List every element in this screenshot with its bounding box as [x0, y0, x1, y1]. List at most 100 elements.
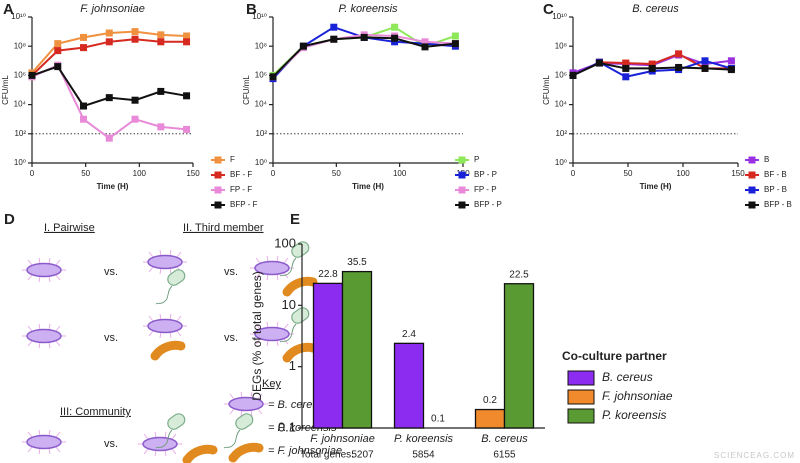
legend-marker	[458, 156, 466, 164]
y-tick-label: 100	[274, 235, 296, 250]
p-koreensis-icon	[155, 266, 188, 305]
y-tick-label: 10⁸	[255, 41, 267, 50]
data-point	[183, 38, 191, 46]
total-genes: 5207	[351, 450, 374, 461]
total-genes: 6155	[493, 450, 516, 461]
legend-marker	[748, 171, 756, 179]
legend-label: F. johnsoniae	[602, 389, 673, 403]
panel-label: B	[246, 1, 257, 18]
x-tick-label: F. johnsoniae	[310, 433, 375, 445]
legend-label: B. cereus	[602, 370, 653, 384]
bar	[341, 270, 373, 429]
data-point	[54, 40, 62, 48]
x-tick-label: 150	[731, 169, 745, 178]
y-axis-label: CFU/mL	[1, 75, 10, 105]
x-tick-label: 0	[271, 169, 276, 178]
data-point	[391, 23, 399, 31]
data-point	[622, 64, 630, 72]
x-tick-label: 0	[30, 169, 35, 178]
legend-label: F	[230, 155, 235, 164]
legend-label: BP - B	[764, 185, 787, 194]
y-tick-label: 10⁸	[14, 41, 26, 50]
legend-label: FP - F	[230, 185, 252, 194]
legend-marker	[458, 171, 466, 179]
data-point	[105, 29, 113, 37]
legend-label: P	[474, 155, 479, 164]
data-point	[183, 92, 191, 100]
total-genes: 5854	[412, 450, 435, 461]
value-label: 35.5	[347, 257, 367, 268]
legend-marker	[458, 186, 466, 194]
y-tick-label: 10¹⁰	[11, 12, 26, 21]
y-tick-label: 10⁸	[555, 41, 567, 50]
y-tick-label: 10⁴	[255, 100, 268, 109]
value-label: 0.2	[483, 395, 497, 406]
y-tick-label: 10	[282, 297, 296, 312]
f-johnsoniae-icon	[187, 449, 213, 460]
data-point	[727, 57, 735, 65]
data-point	[157, 38, 165, 46]
legend-marker	[214, 201, 222, 209]
data-point	[157, 123, 165, 131]
legend-marker	[214, 186, 222, 194]
f-johnsoniae-icon	[287, 347, 313, 358]
vs-label: vs.	[104, 438, 118, 450]
data-point	[131, 35, 139, 43]
totals-label: Total genes:	[300, 450, 354, 461]
b-cereus-icon	[137, 431, 183, 457]
section-heading: I. Pairwise	[44, 222, 95, 234]
y-axis-label: DEGs (% of total genes)	[250, 271, 264, 400]
data-point	[727, 66, 735, 74]
y-tick-label: 0.1	[278, 419, 296, 434]
data-point	[157, 31, 165, 39]
data-point	[622, 59, 630, 67]
legend-label: BFP - P	[474, 200, 502, 209]
value-label: 22.8	[318, 269, 338, 280]
y-tick-label: 10⁶	[14, 71, 26, 80]
data-point	[131, 28, 139, 36]
x-tick-label: 0	[571, 169, 576, 178]
key-label: = B. cereus	[268, 399, 324, 411]
data-point	[105, 38, 113, 46]
bar	[503, 283, 535, 429]
data-point	[269, 73, 277, 81]
data-point	[105, 94, 113, 102]
y-axis-label: CFU/mL	[542, 75, 551, 105]
legend-marker	[748, 156, 756, 164]
legend-marker	[214, 156, 222, 164]
vs-label: vs.	[224, 332, 238, 344]
data-point	[157, 87, 165, 95]
f-johnsoniae-icon	[155, 345, 181, 356]
y-tick-label: 10⁴	[555, 100, 568, 109]
legend-label: P. koreensis	[602, 408, 666, 422]
legend-marker	[214, 171, 222, 179]
vs-label: vs.	[224, 266, 238, 278]
x-tick-label: 50	[624, 169, 633, 178]
vs-label: vs.	[104, 266, 118, 278]
legend-swatch	[567, 370, 595, 386]
legend-marker	[748, 186, 756, 194]
data-point	[648, 64, 656, 72]
data-point	[183, 32, 191, 40]
data-point	[421, 38, 429, 46]
data-point	[299, 42, 307, 50]
data-point	[80, 102, 88, 110]
x-axis-label: Time (H)	[640, 182, 672, 191]
data-point	[675, 63, 683, 71]
section-heading: III: Community	[60, 406, 131, 418]
x-tick-label: 150	[186, 169, 200, 178]
legend-label: BFP - F	[230, 200, 258, 209]
y-tick-label: 10¹⁰	[552, 12, 567, 21]
data-point	[391, 34, 399, 42]
watermark: SCIENCEAG.COM	[714, 451, 795, 460]
y-tick-label: 10²	[255, 129, 267, 138]
y-tick-label: 1	[289, 358, 296, 373]
x-axis-label: Time (H)	[97, 182, 129, 191]
data-point	[360, 33, 368, 41]
bar	[312, 282, 344, 429]
y-tick-label: 10⁰	[14, 158, 26, 167]
legend-swatch	[567, 408, 595, 424]
b-cereus-icon	[21, 429, 67, 455]
data-point	[595, 59, 603, 67]
